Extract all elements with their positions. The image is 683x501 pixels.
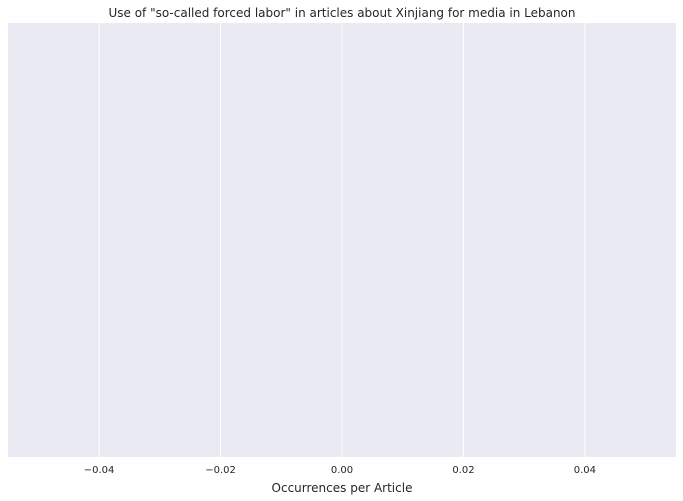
x-tick-label: 0.04 [574,465,596,476]
x-tick-label: 0.02 [452,465,474,476]
x-tick-label: 0.00 [331,465,353,476]
x-tick-label: −0.02 [205,465,236,476]
x-axis-label: Occurrences per Article [272,481,413,495]
x-tick-label: −0.04 [84,465,115,476]
x-tick-labels: −0.04 −0.02 0.00 0.02 0.04 [84,465,596,476]
grid-lines [98,23,586,457]
chart-title: Use of "so-called forced labor" in artic… [108,6,575,20]
